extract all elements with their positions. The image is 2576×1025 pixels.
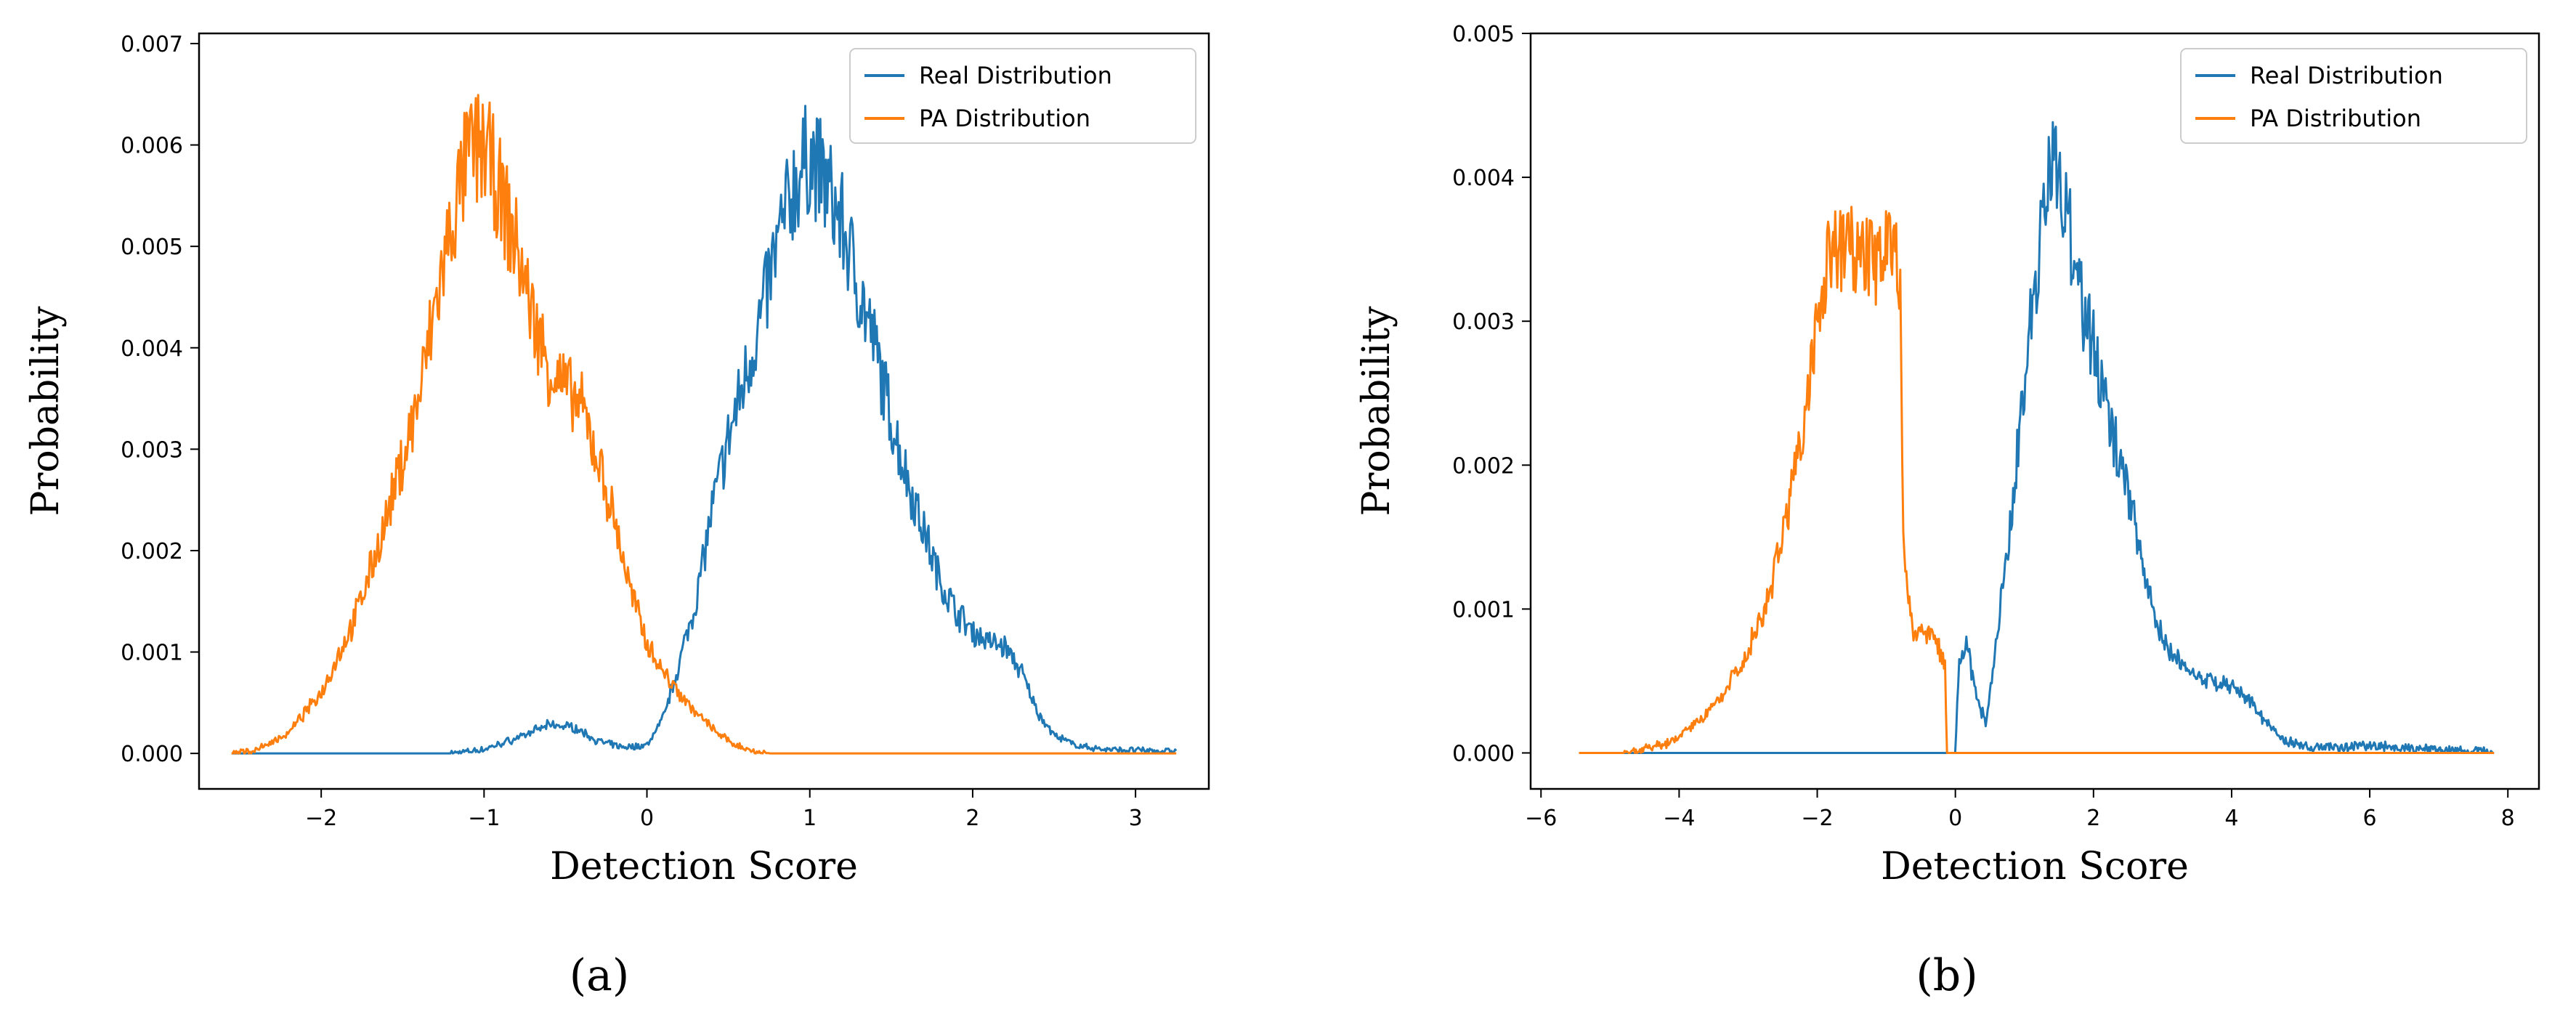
chart-a-series-real-line xyxy=(231,105,1178,755)
chart-b-x-tick-label: −2 xyxy=(1801,806,1833,831)
chart-b-y-axis-title: Probability xyxy=(1355,306,1398,516)
chart-a-y-tick-label: 0.003 xyxy=(121,437,183,463)
chart-a-legend-real-label: Real Distribution xyxy=(919,62,1112,89)
chart-b-legend-pa-label: PA Distribution xyxy=(2250,105,2421,132)
chart-b-y-ticks: 0.000 0.001 0.002 0.003 0.004 0.005 xyxy=(1452,22,1531,766)
chart-a-y-tick-label: 0.005 xyxy=(121,235,183,260)
chart-a-y-tick-label: 0.000 xyxy=(121,742,183,767)
chart-a-caption: (a) xyxy=(570,950,630,1001)
chart-a-x-ticks: −2 −1 0 1 2 3 xyxy=(305,789,1143,831)
chart-b-x-tick-label: −4 xyxy=(1663,806,1695,831)
chart-b-x-ticks: −6 −4 −2 0 2 4 6 8 xyxy=(1525,789,2515,831)
chart-b-y-tick-label: 0.005 xyxy=(1452,22,1515,47)
chart-a-x-axis-title: Detection Score xyxy=(550,845,858,888)
chart-a-legend-pa-label: PA Distribution xyxy=(919,105,1090,132)
chart-b-series xyxy=(1579,121,2495,754)
chart-a-legend: Real Distribution PA Distribution xyxy=(849,48,1196,144)
chart-b-series-real-line xyxy=(1579,121,2495,754)
chart-a-x-tick-label: 3 xyxy=(1129,806,1143,831)
chart-b-x-axis-title: Detection Score xyxy=(1881,845,2189,888)
chart-b-x-tick-label: 4 xyxy=(2224,806,2238,831)
chart-b-y-tick-label: 0.004 xyxy=(1452,166,1515,191)
chart-b-x-tick-label: 6 xyxy=(2363,806,2377,831)
chart-b-caption: (b) xyxy=(1916,950,1977,1001)
chart-b-x-tick-label: 2 xyxy=(2086,806,2100,831)
chart-a-series-pa-line xyxy=(231,94,1177,755)
chart-b-legend-frame xyxy=(2180,48,2527,144)
chart-b-plot-frame xyxy=(1529,32,2540,790)
chart-b-y-tick-label: 0.003 xyxy=(1452,309,1515,335)
chart-a-y-tick-label: 0.006 xyxy=(121,134,183,159)
chart-b-x-tick-label: 0 xyxy=(1948,806,1962,831)
chart-b-y-tick-label: 0.000 xyxy=(1452,741,1515,766)
chart-b-x-tick-label: −6 xyxy=(1525,806,1557,831)
chart-a-x-tick-label: 1 xyxy=(803,806,817,831)
chart-a-y-axis-title: Probability xyxy=(24,306,68,516)
chart-a-plot-frame xyxy=(198,32,1210,790)
chart-a-x-tick-label: 0 xyxy=(640,806,654,831)
chart-a: −2 −1 0 1 2 3 0.0000.0010.0020.0030.0040.0050… xyxy=(24,32,1210,1001)
chart-a-series xyxy=(231,94,1178,755)
chart-a-legend-frame xyxy=(849,48,1196,144)
chart-a-x-tick-label: 2 xyxy=(965,806,979,831)
chart-a-y-tick-label: 0.007 xyxy=(121,32,183,57)
chart-a-x-tick-label: −2 xyxy=(305,806,337,831)
chart-b: −6 −4 −2 0 2 4 6 8 0.0000.0010.0020.0030.0040.0… xyxy=(1355,22,2540,1001)
chart-b-y-tick-label: 0.001 xyxy=(1452,597,1515,623)
chart-b-series-pa-line xyxy=(1579,206,2495,754)
chart-b-y-tick-label: 0.002 xyxy=(1452,453,1515,479)
chart-b-legend-real-label: Real Distribution xyxy=(2250,62,2443,89)
chart-b-legend: Real Distribution PA Distribution xyxy=(2180,48,2527,144)
chart-a-y-tick-label: 0.004 xyxy=(121,336,183,362)
chart-a-y-tick-label: 0.001 xyxy=(121,641,183,666)
chart-a-x-tick-label: −1 xyxy=(468,806,500,831)
chart-b-x-tick-label: 8 xyxy=(2501,806,2515,831)
chart-a-y-ticks: 0.000 0.001 0.002 0.003 0.004 0.005 0.006 0.007 xyxy=(121,32,199,767)
chart-a-y-tick-label: 0.002 xyxy=(121,539,183,564)
